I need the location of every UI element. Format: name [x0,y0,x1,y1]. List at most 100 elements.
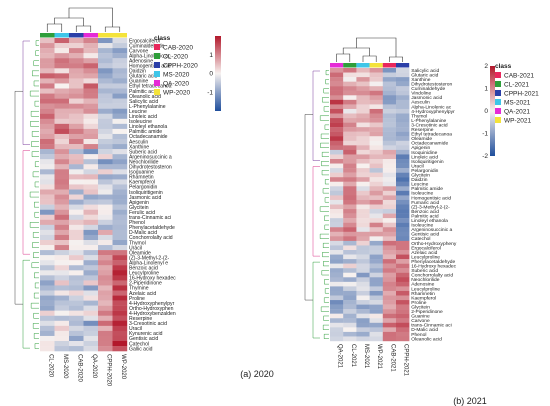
heatmap-cell [54,320,70,327]
heatmap-cell [369,268,383,273]
heatmap-cell [382,99,397,105]
heatmap-cell [330,168,344,173]
heatmap-cell [69,305,84,311]
heatmap-cell [396,113,410,119]
heatmap-cell [54,270,70,276]
heatmap-cell [98,224,113,231]
dendro-branch [322,324,329,330]
legend-swatch [154,44,160,50]
column-label: CL-2021 [350,344,356,368]
heatmap-cell [356,231,370,237]
legend-swatch [154,89,160,95]
heatmap-cell [396,318,410,323]
heatmap-cell [69,113,84,119]
heatmap-cell [98,88,113,94]
dendro-branch [68,7,113,27]
heatmap-cell [98,199,113,205]
class-color-cell [83,33,98,38]
heatmap-cell [40,133,55,140]
row-label: 4-Hydroxyphenylpyr [129,301,175,307]
heatmap-cell [83,139,99,145]
heatmap-cell [54,103,70,109]
heatmap-cell [369,154,383,160]
heatmap-cell [98,305,113,311]
colorbar-tick: -1 [207,89,213,96]
heatmap-cell [369,159,383,164]
row-label: Uracil [129,326,142,332]
heatmap-cell [69,154,84,160]
dendro-branch [321,270,329,276]
heatmap-cell [98,108,113,114]
heatmap-cell [54,144,70,150]
row-label: Reserpine [411,127,434,133]
heatmap-cell [343,259,357,264]
row-label: Jasmonic acid [411,95,442,101]
heatmap-cell [356,236,370,242]
dendro-branch [29,90,39,97]
colorbar [215,36,221,111]
heatmap-cell [382,140,397,146]
heatmap-cell [356,104,370,110]
row-label: Daidzin [129,69,146,75]
row-label: Octadecanamide [411,141,448,147]
heatmap-cell [330,204,344,210]
heatmap-cell [83,174,99,180]
heatmap-cell [356,209,370,214]
row-label: Argeninosuccinic a [411,227,452,233]
heatmap-cell [396,72,410,78]
dendro-branch [46,23,63,32]
row-label: Catechol [411,236,430,242]
heatmap-cell [343,254,357,260]
row-label: Homogentisic acid [129,64,171,70]
heatmap-cell [369,277,383,283]
heatmap-cell [396,190,410,196]
heatmap-cell [83,123,99,130]
heatmap-cell [54,43,70,49]
heatmap-cell [98,123,113,130]
heatmap-cell [343,181,357,187]
heatmap-cell [112,335,128,342]
column-label: MS-2021 [363,344,369,369]
heatmap-cell [98,53,113,59]
heatmap-cell [98,325,113,332]
heatmap-cell [382,195,397,201]
legend-label: QA-2020 [163,81,189,88]
heatmap-cell [396,213,410,219]
heatmap-cell [40,53,55,59]
heatmap-cell [54,335,70,342]
class-color-cell [382,63,396,68]
heatmap-cell [330,186,344,192]
heatmap-cell [382,68,397,73]
heatmap-cell [83,224,99,231]
heatmap-cell [369,199,383,205]
heatmap-cell [69,320,84,327]
heatmap-cell [330,290,344,296]
row-label: Uracil [129,245,142,251]
row-label: 4-Hydroxyphenylpyr [411,109,455,115]
heatmap-cell [98,78,113,84]
heatmap-cell [356,122,370,128]
dendro-branch [312,166,320,257]
heatmap-cell [54,184,70,190]
heatmap-cell [343,154,357,160]
heatmap-cell [382,168,397,173]
heatmap-cell [369,295,383,301]
heatmap-cell [343,231,357,237]
heatmap-cell [356,136,370,141]
heatmap-cell [369,240,383,246]
row-label: Isoleucine [129,119,152,125]
heatmap-cell [40,43,55,49]
heatmap-cell [343,86,357,91]
heatmap-cell [98,275,113,281]
heatmap-cell [369,250,383,255]
heatmap-cell [356,113,370,119]
heatmap-cell [382,236,397,242]
heatmap-cell [343,272,357,278]
heatmap-cell [83,159,99,165]
heatmap-cell [54,88,70,94]
row-label: Ortho-Hydroxyphen [129,306,174,312]
heatmap-cell [54,179,70,185]
class-color-cell [54,33,69,38]
heatmap-cell [112,113,128,119]
heatmap-cell [369,145,383,151]
